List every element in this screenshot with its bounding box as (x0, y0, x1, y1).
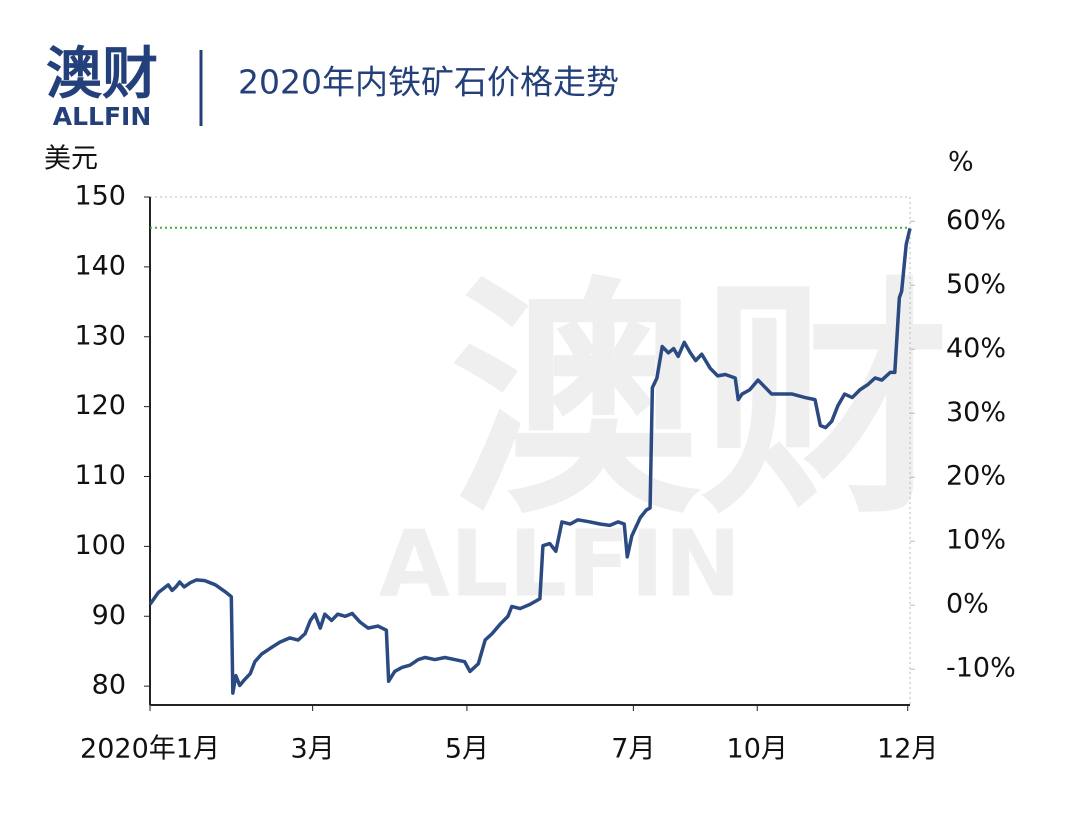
x-tick-label: 3月 (291, 734, 335, 765)
y-tick-label: 80 (92, 670, 126, 701)
y2-tick-label: 30% (946, 397, 1006, 428)
y2-tick-label: 60% (946, 205, 1006, 236)
logo-main: 澳财 (46, 42, 158, 107)
y2-axis-label: % (948, 147, 974, 178)
y-tick-label: 150 (74, 181, 126, 212)
y2-tick-label: 50% (946, 269, 1006, 300)
y-tick-label: 100 (74, 530, 126, 561)
x-tick-label: 7月 (611, 734, 655, 765)
y2-tick-label: 20% (946, 461, 1006, 492)
y-axis-label: 美元 (44, 144, 98, 175)
x-tick-label: 5月 (445, 734, 489, 765)
y-tick-label: 90 (92, 600, 126, 631)
x-tick-label: 12月 (877, 734, 938, 765)
y-tick-label: 110 (74, 460, 126, 491)
y2-tick-label: 40% (946, 333, 1006, 364)
chart-title: 2020年内铁矿石价格走势 (238, 63, 619, 102)
y-tick-label: 120 (74, 390, 126, 421)
y-tick-label: 130 (74, 320, 126, 351)
x-tick-label: 10月 (727, 734, 788, 765)
logo-sub: ALLFIN (53, 102, 152, 131)
y2-tick-label: -10% (946, 653, 1016, 684)
y2-tick-label: 10% (946, 525, 1006, 556)
price-line (148, 228, 912, 695)
y2-tick-label: 0% (946, 589, 989, 620)
watermark-main: 澳财 (450, 256, 950, 547)
x-tick-label: 2020年1月 (80, 734, 220, 765)
y-tick-label: 140 (74, 250, 126, 281)
